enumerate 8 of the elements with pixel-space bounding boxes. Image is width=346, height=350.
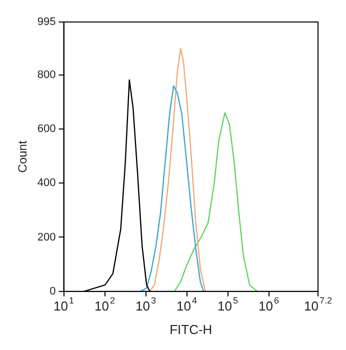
y-tick-label: 400: [37, 177, 56, 190]
y-tick-label: 0: [50, 285, 56, 298]
x-axis-title: FITC-H: [170, 322, 212, 337]
y-axis-title: Count: [16, 140, 30, 173]
y-tick-label: 800: [37, 68, 56, 81]
y-tick-label: 600: [37, 122, 56, 135]
y-tick-label: 200: [37, 231, 56, 244]
y-tick-label: 995: [37, 16, 56, 28]
